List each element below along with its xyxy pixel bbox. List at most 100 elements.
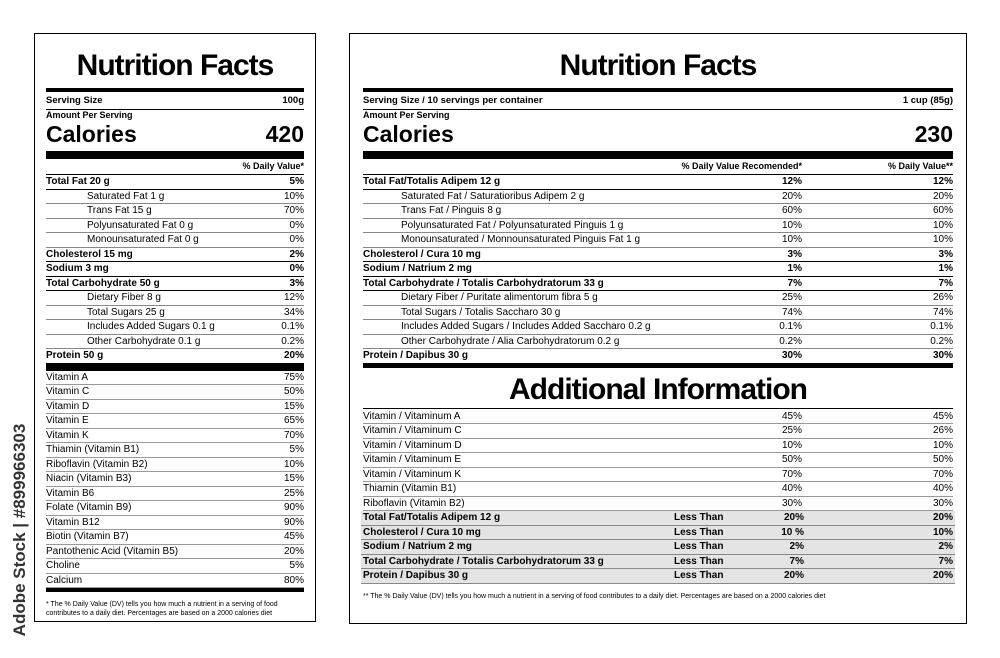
name: Monounsaturated Fat 0 g bbox=[87, 234, 199, 245]
qualifier: Less Than bbox=[674, 526, 724, 538]
name: Dietary Fiber 8 g bbox=[87, 292, 161, 303]
daily-value-recommended: 1% bbox=[787, 263, 802, 274]
nutrient-row: Total Fat/Totalis Adipem 12 g Less Than 20… bbox=[361, 511, 955, 526]
vitamins: Vitamin A 75% Vitamin C 50% Vitamin D 15% Vita… bbox=[46, 371, 304, 588]
name: Thiamin (Vitamin B1) bbox=[46, 444, 140, 455]
nutrient-row: Vitamin / Vitaminum E 50% 50% bbox=[363, 453, 953, 468]
daily-value: 20% bbox=[283, 350, 304, 361]
nutrient-row: Total Carbohydrate / Totalis Carbohydrat… bbox=[361, 554, 955, 569]
nutrient-row: Protein 50 g 20% bbox=[46, 349, 304, 364]
nutrient-row: Total Sugars / Totalis Saccharo 30 g 74% 7… bbox=[363, 306, 953, 320]
name: Vitamin E bbox=[46, 415, 89, 426]
watermark: Adobe Stock | #899966303 bbox=[10, 423, 29, 637]
nutrient-row: Total Carbohydrate 50 g 3% bbox=[46, 277, 304, 291]
name: Biotin (Vitamin B7) bbox=[46, 531, 129, 542]
nutrient-row: Thiamin (Vitamin B1) 40% 40% bbox=[363, 482, 953, 497]
daily-value: 20% bbox=[932, 190, 953, 202]
qualifier: Less Than bbox=[674, 570, 724, 581]
nutrient-row: Other Carbohydrate 0.1 g 0.2% bbox=[46, 335, 304, 349]
daily-value: 25% bbox=[283, 487, 304, 499]
nutrient-row: Pantothenic Acid (Vitamin B5) 20% bbox=[46, 545, 304, 559]
name: Vitamin / Vitaminum C bbox=[363, 425, 462, 436]
nutrient-row: Polyunsaturated Fat 0 g 0% bbox=[46, 219, 304, 233]
name: Total Sugars 25 g bbox=[87, 306, 165, 318]
serving-size-label: Serving Size / 10 servings per container bbox=[363, 95, 543, 106]
daily-value: 20% bbox=[283, 545, 304, 557]
calories-value: 420 bbox=[265, 121, 304, 147]
daily-value-header: % Daily Value Recomended* % Daily Value** bbox=[363, 159, 953, 175]
nutrient-row: Thiamin (Vitamin B1) 5% bbox=[46, 443, 304, 458]
nutrient-row: Riboflavin (Vitamin B2) 30% 30% bbox=[363, 497, 953, 511]
daily-value-recommended: 20% bbox=[783, 570, 804, 581]
nutrient-row: Vitamin / Vitaminum D 10% 10% bbox=[363, 439, 953, 453]
calories: Calories 420 bbox=[46, 121, 304, 151]
nutrient-row: Vitamin A 75% bbox=[46, 371, 304, 385]
daily-value-recommended: 10 % bbox=[781, 526, 804, 538]
nutrients: Total Fat/Totalis Adipem 12 g 12% 12% Satur… bbox=[363, 175, 953, 364]
qualifier: Less Than bbox=[674, 512, 724, 523]
name: Sodium 3 mg bbox=[46, 263, 109, 274]
daily-value: 0.1% bbox=[281, 321, 304, 332]
daily-value: 2% bbox=[938, 541, 953, 552]
name: Includes Added Sugars / Includes Added S… bbox=[401, 321, 651, 332]
daily-value: 40% bbox=[932, 483, 953, 494]
name: Monounsaturated / Monnounsaturated Pingu… bbox=[401, 234, 641, 245]
nutrient-row: Vitamin / Vitaminum A 45% 45% bbox=[363, 410, 953, 424]
nutrient-row: Vitamin / Vitaminum C 25% 26% bbox=[363, 424, 953, 439]
footnote: ** The % Daily Value (DV) tells you how … bbox=[363, 592, 826, 600]
name: Vitamin / Vitaminum A bbox=[363, 410, 461, 422]
daily-value: 50% bbox=[283, 386, 304, 397]
daily-value-recommended-header: % Daily Value Recomended* bbox=[681, 161, 802, 171]
name: Cholesterol / Cura 10 mg bbox=[363, 526, 481, 538]
daily-value: 0.2% bbox=[281, 335, 304, 347]
name: Choline bbox=[46, 560, 80, 571]
daily-value: 10% bbox=[283, 190, 304, 202]
nutrient-row: Vitamin B12 90% bbox=[46, 516, 304, 530]
daily-value: 1% bbox=[938, 263, 953, 274]
daily-value: 10% bbox=[932, 439, 953, 451]
nutrient-row: Vitamin E 65% bbox=[46, 414, 304, 429]
daily-value: 7% bbox=[938, 277, 953, 289]
daily-value: 20% bbox=[932, 512, 953, 523]
nutrient-row: Total Carbohydrate / Totalis Carbohydrat… bbox=[363, 277, 953, 291]
calories-label: Calories bbox=[46, 121, 137, 147]
name: Riboflavin (Vitamin B2) bbox=[363, 497, 465, 509]
nutrient-row: Trans Fat 15 g 70% bbox=[46, 204, 304, 219]
daily-value: 20% bbox=[932, 570, 953, 581]
daily-value: 90% bbox=[283, 516, 304, 528]
daily-value: 5% bbox=[289, 560, 304, 571]
nutrient-row: Vitamin C 50% bbox=[46, 385, 304, 400]
name: Protein / Dapibus 30 g bbox=[363, 570, 469, 581]
daily-value: 0% bbox=[289, 219, 304, 231]
name: Cholesterol 15 mg bbox=[46, 248, 133, 260]
nutrient-row: Other Carbohydrate / Alia Carbohydratoru… bbox=[363, 335, 953, 349]
nutrient-row: Sodium / Natrium 2 mg Less Than 2% 2% bbox=[361, 540, 955, 555]
nutrition-label: Nutrition Facts Serving Size 100g Amount … bbox=[34, 33, 316, 622]
daily-value: 10% bbox=[932, 526, 953, 538]
daily-value-recommended: 7% bbox=[787, 277, 802, 289]
nutrient-row: Includes Added Sugars / Includes Added S… bbox=[363, 320, 953, 335]
nutrient-row: Calcium 80% bbox=[46, 574, 304, 588]
daily-value: 34% bbox=[283, 306, 304, 318]
daily-value-recommended: 50% bbox=[781, 454, 802, 465]
daily-value-recommended: 2% bbox=[789, 541, 804, 552]
nutrient-row: Includes Added Sugars 0.1 g 0.1% bbox=[46, 320, 304, 335]
nutrient-row: Vitamin / Vitaminum K 70% 70% bbox=[363, 468, 953, 482]
rule bbox=[46, 88, 304, 92]
serving-size: Serving Size / 10 servings per container… bbox=[363, 92, 953, 110]
nutrient-row: Total Fat 20 g 5% bbox=[46, 175, 304, 190]
footnote: * The % Daily Value (DV) tells you how m… bbox=[46, 601, 278, 617]
nutrient-row: Dietary Fiber / Puritate alimentorum fib… bbox=[363, 291, 953, 306]
daily-value-recommended: 60% bbox=[781, 205, 802, 216]
nutrient-row: Saturated Fat / Saturatioribus Adipem 2 … bbox=[363, 190, 953, 204]
daily-value: 45% bbox=[283, 531, 304, 542]
daily-value: 2% bbox=[289, 248, 304, 260]
daily-value: 26% bbox=[932, 292, 953, 303]
name: Cholesterol / Cura 10 mg bbox=[363, 248, 481, 260]
qualifier: Less Than bbox=[674, 541, 724, 552]
nutrient-row: Cholesterol / Cura 10 mg 3% 3% bbox=[363, 248, 953, 262]
nutrient-row: Dietary Fiber 8 g 12% bbox=[46, 291, 304, 306]
daily-value: 7% bbox=[938, 555, 953, 567]
daily-value: 65% bbox=[283, 415, 304, 426]
daily-value-header-text: % Daily Value* bbox=[242, 161, 304, 171]
